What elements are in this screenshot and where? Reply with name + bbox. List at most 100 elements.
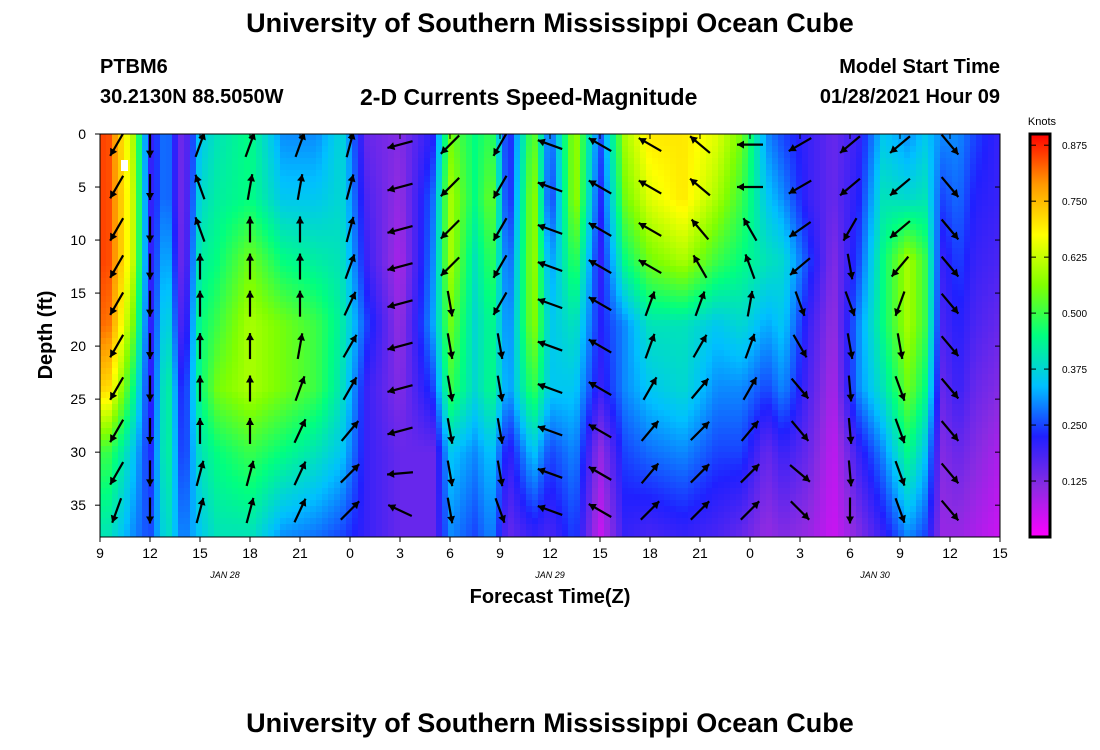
heatmap-cell [508, 254, 515, 261]
heatmap-cell [502, 296, 509, 303]
heatmap-cell [190, 362, 197, 369]
heatmap-cell [100, 344, 107, 351]
heatmap-cell [502, 362, 509, 369]
heatmap-cell [520, 344, 527, 351]
heatmap-cell [454, 398, 461, 405]
heatmap-cell [328, 380, 335, 387]
heatmap-cell [514, 302, 521, 309]
heatmap-cell [496, 440, 503, 447]
heatmap-cell [172, 284, 179, 291]
heatmap-cell [160, 416, 167, 423]
heatmap-cell [286, 284, 293, 291]
heatmap-cell [220, 512, 227, 519]
heatmap-cell [484, 296, 491, 303]
heatmap-cell [340, 482, 347, 489]
heatmap-cell [256, 392, 263, 399]
heatmap-cell [190, 440, 197, 447]
heatmap-cell [406, 362, 413, 369]
heatmap-cell [364, 332, 371, 339]
heatmap-cell [376, 200, 383, 207]
heatmap-cell [388, 434, 395, 441]
heatmap-cell [202, 212, 209, 219]
heatmap-cell [532, 266, 539, 273]
heatmap-cell [292, 404, 299, 411]
heatmap-cell [274, 296, 281, 303]
heatmap-cell [496, 314, 503, 321]
heatmap-cell [298, 512, 305, 519]
heatmap-cell [136, 344, 143, 351]
heatmap-cell [466, 470, 473, 477]
heatmap-cell [256, 362, 263, 369]
heatmap-cell [376, 314, 383, 321]
heatmap-cell [382, 188, 389, 195]
heatmap-cell [214, 458, 221, 465]
heatmap-cell [484, 494, 491, 501]
heatmap-cell [250, 518, 257, 525]
heatmap-cell [322, 296, 329, 303]
heatmap-cell [202, 194, 209, 201]
heatmap-cell [496, 446, 503, 453]
heatmap-cell [328, 482, 335, 489]
heatmap-cell [142, 494, 149, 501]
heatmap-cell [310, 338, 317, 345]
heatmap-cell [484, 164, 491, 171]
heatmap-cell [346, 170, 353, 177]
heatmap-cell [298, 158, 305, 165]
heatmap-cell [322, 224, 329, 231]
heatmap-cell [388, 350, 395, 357]
heatmap-cell [472, 338, 479, 345]
heatmap-cell [394, 224, 401, 231]
heatmap-cell [382, 500, 389, 507]
heatmap-cell [340, 464, 347, 471]
heatmap-cell [118, 296, 125, 303]
heatmap-cell [280, 290, 287, 297]
heatmap-cell [172, 248, 179, 255]
heatmap-cell [154, 398, 161, 405]
heatmap-cell [460, 164, 467, 171]
heatmap-cell [340, 248, 347, 255]
heatmap-cell [406, 332, 413, 339]
heatmap-cell [406, 212, 413, 219]
heatmap-cell [424, 350, 431, 357]
heatmap-cell [460, 284, 467, 291]
heatmap-cell [496, 230, 503, 237]
heatmap-cell [112, 494, 119, 501]
heatmap-cell [520, 458, 527, 465]
heatmap-cell [136, 464, 143, 471]
heatmap-cell [502, 302, 509, 309]
heatmap-cell [190, 380, 197, 387]
heatmap-cell [154, 134, 161, 141]
heatmap-cell [412, 194, 419, 201]
heatmap-cell [172, 272, 179, 279]
heatmap-cell [130, 434, 137, 441]
heatmap-cell [106, 362, 113, 369]
heatmap-cell [394, 326, 401, 333]
heatmap-cell [238, 332, 245, 339]
heatmap-cell [262, 524, 269, 531]
heatmap-cell [118, 350, 125, 357]
heatmap-cell [310, 218, 317, 225]
heatmap-cell [136, 518, 143, 525]
heatmap-cell [388, 422, 395, 429]
heatmap-cell [208, 278, 215, 285]
heatmap-cell [484, 212, 491, 219]
heatmap-cell [166, 410, 173, 417]
heatmap-cell [406, 446, 413, 453]
heatmap-cell [124, 284, 131, 291]
heatmap-cell [166, 200, 173, 207]
heatmap-cell [136, 182, 143, 189]
heatmap-cell [358, 392, 365, 399]
heatmap-cell [478, 470, 485, 477]
heatmap-cell [310, 176, 317, 183]
heatmap-cell [292, 302, 299, 309]
heatmap-cell [310, 158, 317, 165]
heatmap-cell [526, 356, 533, 363]
heatmap-cell [208, 512, 215, 519]
heatmap-cell [262, 338, 269, 345]
heatmap-cell [466, 248, 473, 255]
heatmap-cell [256, 344, 263, 351]
heatmap-cell [310, 188, 317, 195]
heatmap-cell [436, 188, 443, 195]
heatmap-cell [406, 404, 413, 411]
heatmap-cell [442, 410, 449, 417]
